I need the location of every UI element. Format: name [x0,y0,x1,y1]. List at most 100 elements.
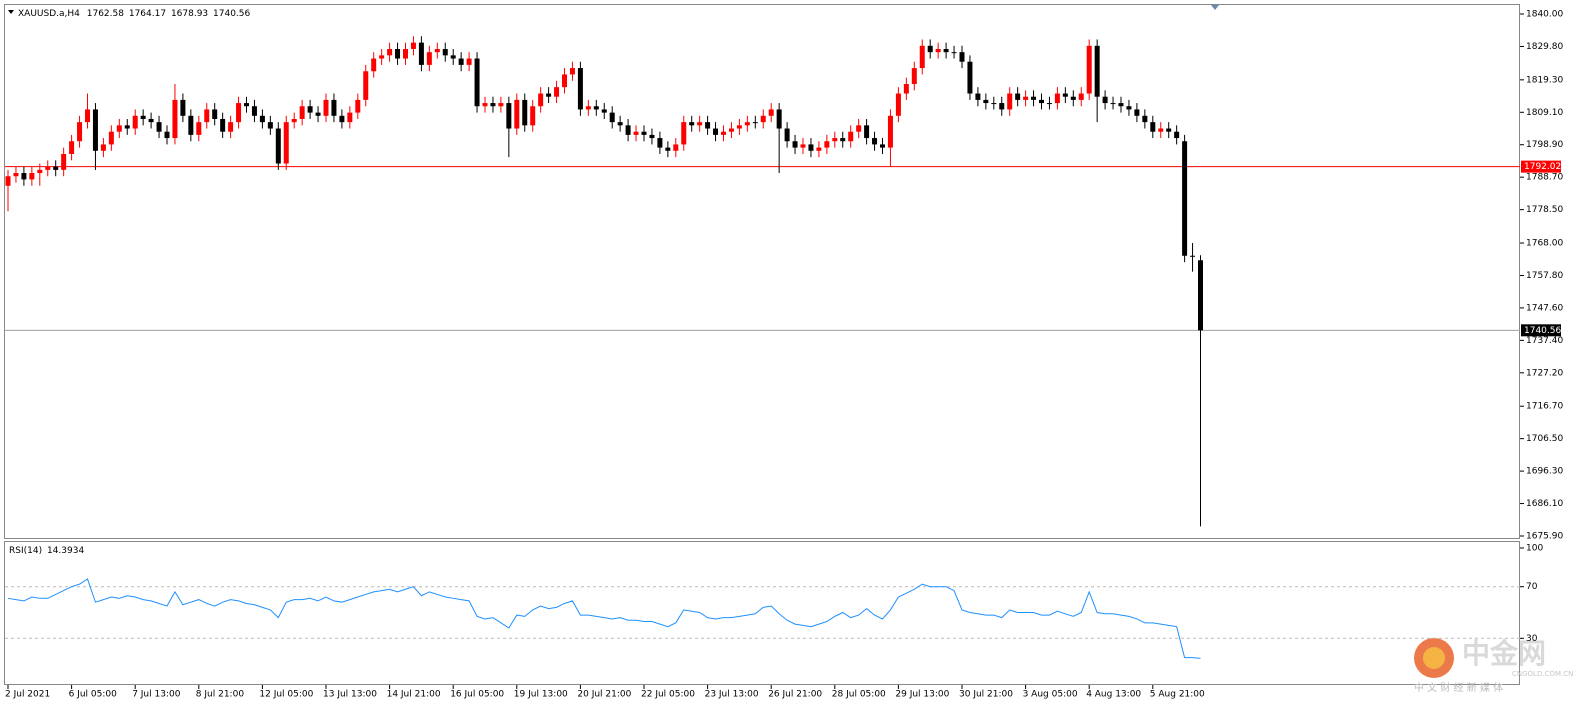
candle-body [37,169,43,174]
candle-body [800,144,806,148]
candle-body [172,99,178,139]
candle-body [554,87,560,97]
y-tick-label: 1716.70 [1526,402,1563,412]
candle-body [458,58,464,65]
candle-body [29,173,35,180]
candle-body [728,128,734,132]
candle-body [228,122,234,132]
rsi-pane [4,541,1520,685]
candle-body [601,109,607,113]
candle-body [180,99,186,116]
candle-body [251,106,257,116]
candle-body [323,99,329,116]
y-tick-label: 1757.80 [1526,271,1563,281]
candle-body [577,68,583,110]
x-tick-label: 22 Jul 05:00 [641,690,695,700]
candle-body [1198,260,1203,331]
candle-body [609,112,615,123]
candle-body [283,122,289,164]
candle-body [697,122,703,126]
candle-body [919,45,925,69]
candle-body [53,166,59,170]
price-tag [1521,160,1561,173]
y-tick-label: 1798.90 [1526,140,1563,150]
candle-body [538,93,544,107]
candle-body [1062,93,1068,97]
candle-body [410,42,416,49]
candle-body [1039,99,1044,104]
candle-body [77,122,83,142]
candle-body [1166,128,1172,132]
candle-body [689,122,695,126]
x-tick-label: 16 Jul 05:00 [450,690,504,700]
ohlc-low: 1678.93 [171,9,208,19]
candle-body [816,147,822,151]
candle-body [196,122,202,135]
candle-body [880,144,885,148]
candle-body [991,103,997,105]
price-tag-label: 1792.02 [1524,162,1561,172]
candle-body [808,144,814,151]
price-pane [4,4,1520,539]
x-tick-label: 2 Jul 2021 [5,690,50,700]
candle-body [291,118,297,123]
candle-body [593,106,599,110]
candle-body [116,125,122,132]
candle-body [371,58,377,72]
candle-body [13,173,19,177]
ohlc-open: 1762.58 [87,9,124,19]
candle-body [387,48,393,56]
candle-body [132,115,138,129]
candle-body [887,115,893,148]
bid-tag [1521,324,1561,337]
candle-body [85,109,90,123]
rsi-line [7,578,1201,659]
y-tick-label: 1737.40 [1526,336,1563,346]
candle-body [927,45,933,53]
candle-body [832,138,838,142]
candle-body [434,48,440,53]
y-tick-label: 1696.30 [1526,467,1563,477]
candle-body [474,58,480,107]
candle-body [951,52,957,54]
candle-body [426,52,432,65]
candle-body [69,141,75,154]
candle-body [482,103,488,107]
candle-body [562,74,567,88]
candle-body [744,122,750,126]
candle-body [848,131,854,142]
candle-body [967,61,973,94]
y-tick-label: 1706.50 [1526,434,1563,444]
candle-body [1015,93,1021,100]
candle-body [275,128,281,164]
menu-arrow [8,10,14,14]
candle-body [641,131,647,135]
candle-body [124,125,130,129]
x-tick-label: 6 Jul 05:00 [69,690,118,700]
candle-body [840,138,846,142]
candle-body [975,93,981,100]
candle-body [307,106,313,113]
candle-body [792,141,798,148]
candle-body [752,122,758,124]
candle-body [1182,141,1188,256]
candle-body [100,144,106,151]
candle-body [649,134,655,139]
candle-body [983,99,989,104]
candle-body [1031,96,1037,100]
rsi-tick-label: 100 [1526,544,1543,554]
y-tick-label: 1675.90 [1526,532,1563,542]
candle-body [1078,93,1084,100]
logo-inner [1423,647,1445,669]
y-tick-label: 1727.20 [1526,368,1563,378]
x-tick-label: 5 Aug 21:00 [1150,690,1205,700]
candle-body [244,103,249,107]
x-tick-label: 13 Jul 13:00 [323,690,377,700]
candle-body [673,144,679,151]
x-tick-label: 20 Jul 21:00 [577,690,631,700]
candle-body [466,58,472,65]
header: XAUUSD.a,H4 1762.58 1764.17 1678.93 1740… [18,9,251,19]
candle-body [633,131,639,135]
candle-body [236,103,242,123]
candle-body [220,118,226,132]
